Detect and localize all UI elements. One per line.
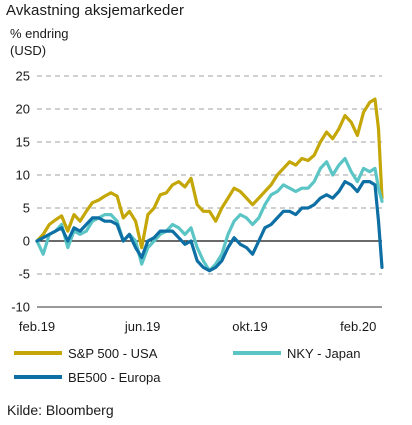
- y-tick-label: 10: [16, 168, 30, 183]
- series-line: [35, 97, 384, 250]
- legend-label: S&P 500 - USA: [68, 346, 158, 361]
- y-tick-label: 5: [23, 201, 30, 216]
- y-tick-label: 20: [16, 102, 30, 117]
- y-axis-label-line-2: (USD): [10, 43, 47, 58]
- y-axis-label: % endring (USD): [10, 25, 69, 59]
- x-tick-label: feb.20: [340, 319, 376, 334]
- legend-label: BE500 - Europa: [68, 370, 161, 385]
- x-tick-label: jun.19: [124, 319, 160, 334]
- y-axis-label-line-1: % endring: [10, 26, 69, 41]
- legend-label: NKY - Japan: [287, 346, 360, 361]
- x-tick-label: feb.19: [19, 319, 55, 334]
- x-tick-label: okt.19: [232, 319, 267, 334]
- y-tick-label: -10: [11, 300, 30, 315]
- chart-title: Avkastning aksjemarkeder: [6, 2, 185, 19]
- y-tick-label: -5: [18, 267, 30, 282]
- y-tick-label: 25: [16, 69, 30, 84]
- series-line: [35, 180, 384, 273]
- y-tick-label: 15: [16, 135, 30, 150]
- y-tick-label: 0: [23, 234, 30, 249]
- line-chart: -10 -5 0 5 10 15 20 25 feb.19 jun.19 okt.19 feb.20 S…: [11, 69, 384, 385]
- source-note: Kilde: Bloomberg: [7, 402, 114, 418]
